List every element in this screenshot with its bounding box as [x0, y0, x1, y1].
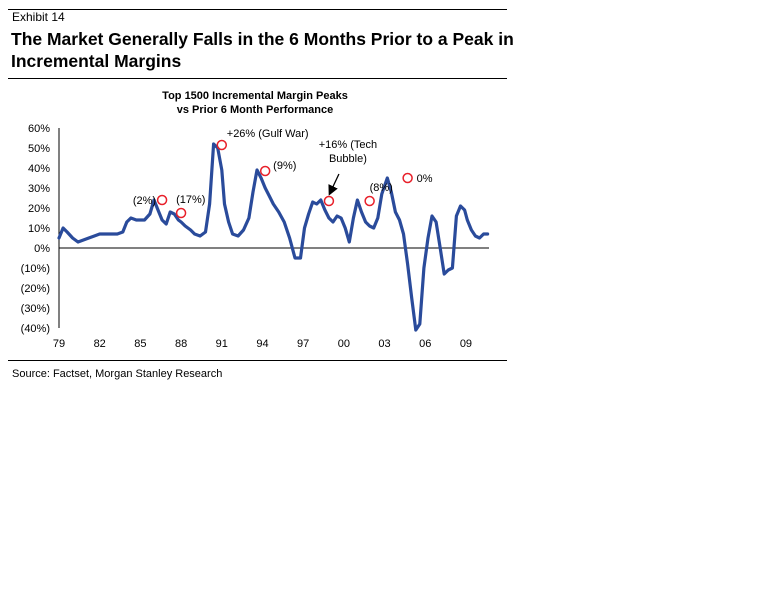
- x-tick-label: 94: [256, 338, 268, 350]
- x-tick-label: 09: [460, 338, 472, 350]
- x-tick-label: 97: [297, 338, 309, 350]
- source-note: Source: Factset, Morgan Stanley Research: [12, 368, 223, 380]
- peak-annotation: +26% (Gulf War): [227, 128, 309, 140]
- peak-marker: [402, 172, 413, 184]
- title-rule: [8, 78, 507, 79]
- x-tick-label: 88: [175, 338, 187, 350]
- chart-title-line-2: vs Prior 6 Month Performance: [176, 104, 334, 116]
- x-tick-label: 00: [338, 338, 350, 350]
- peak-annotation: (2%): [133, 195, 156, 207]
- annotation-arrow: [328, 173, 340, 196]
- y-tick-label: 10%: [28, 223, 50, 235]
- page-title: The Market Generally Falls in the 6 Mont…: [11, 29, 514, 71]
- x-tick-label: 91: [216, 338, 228, 350]
- chart-title-line-1: Top 1500 Incremental Margin Peaks: [162, 90, 348, 102]
- x-tick-label: 06: [419, 338, 431, 350]
- peak-annotation: 0%: [417, 173, 433, 185]
- peak-marker: [323, 195, 335, 207]
- peak-annotation: Bubble): [329, 153, 367, 165]
- x-tick-label: 03: [378, 338, 390, 350]
- y-tick-label: 30%: [28, 183, 50, 195]
- y-tick-label: 0%: [34, 243, 50, 255]
- y-tick-label: 50%: [28, 143, 50, 155]
- y-tick-label: (20%): [21, 283, 50, 295]
- source-rule: [8, 360, 507, 361]
- y-tick-label: 40%: [28, 163, 50, 175]
- peak-annotation: (9%): [273, 160, 296, 172]
- peak-marker: [364, 195, 375, 207]
- x-tick-label: 85: [134, 338, 146, 350]
- peak-marker: [216, 139, 228, 151]
- y-tick-label: 20%: [28, 203, 50, 215]
- peak-annotation: (8%): [370, 182, 393, 194]
- peak-annotation: (17%): [176, 194, 205, 206]
- y-tick-label: (40%): [21, 323, 50, 335]
- chart-title: Top 1500 Incremental Margin Peaks vs Pri…: [130, 89, 380, 117]
- x-tick-label: 79: [53, 338, 65, 350]
- y-tick-label: (10%): [21, 263, 50, 275]
- peak-marker: [259, 165, 271, 177]
- top-rule: [8, 9, 507, 10]
- series-line: [57, 142, 490, 332]
- x-tick-label: 82: [94, 338, 106, 350]
- peak-marker: [156, 194, 168, 206]
- peak-annotation: +16% (Tech: [319, 139, 377, 151]
- exhibit-label: Exhibit 14: [12, 10, 65, 24]
- peak-marker: [175, 207, 187, 219]
- y-tick-label: (30%): [21, 303, 50, 315]
- y-tick-label: 60%: [28, 123, 50, 135]
